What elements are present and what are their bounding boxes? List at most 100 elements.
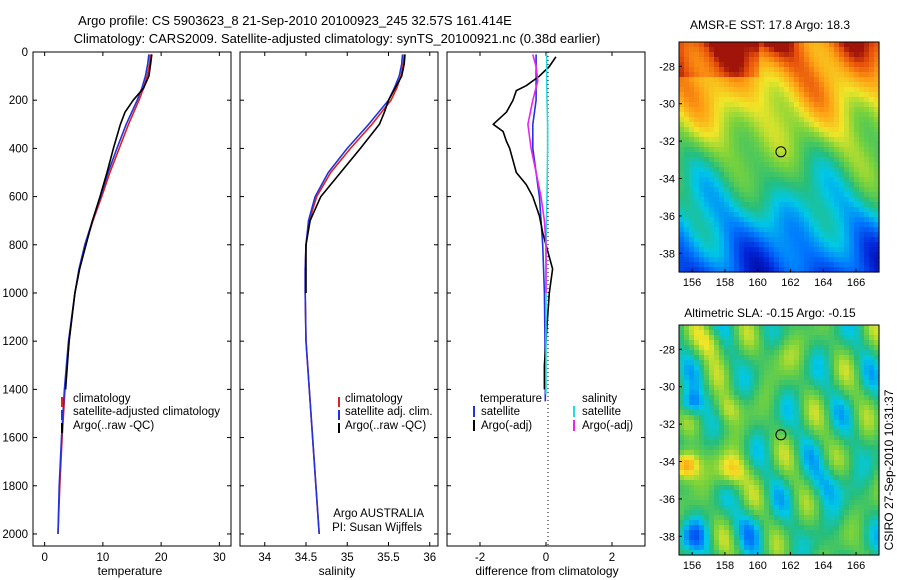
map-cell bbox=[729, 340, 735, 346]
map-cell bbox=[849, 122, 855, 128]
map-cell bbox=[799, 257, 805, 263]
map-cell bbox=[714, 97, 720, 103]
map-cell bbox=[779, 112, 785, 118]
map-cell bbox=[859, 102, 865, 108]
map-cell bbox=[784, 435, 790, 441]
map-cell bbox=[704, 197, 710, 203]
map-cell bbox=[849, 77, 855, 83]
map-cell bbox=[824, 57, 830, 63]
map-cell bbox=[714, 475, 720, 481]
map-cell bbox=[859, 365, 865, 371]
map-cell bbox=[859, 172, 865, 178]
map-cell bbox=[789, 237, 795, 243]
map-cell bbox=[864, 345, 870, 351]
map-cell bbox=[849, 380, 855, 386]
map-cell bbox=[819, 395, 825, 401]
map-cell bbox=[829, 232, 835, 238]
map-cell bbox=[874, 207, 880, 213]
map-cell bbox=[839, 82, 845, 88]
map-cell bbox=[804, 370, 810, 376]
map-cell bbox=[809, 102, 815, 108]
map-cell bbox=[744, 132, 750, 138]
map-cell bbox=[739, 475, 745, 481]
map-cell bbox=[729, 495, 735, 501]
map-cell bbox=[704, 500, 710, 506]
map-cell bbox=[769, 480, 775, 486]
map-cell bbox=[839, 445, 845, 451]
map-cell bbox=[749, 345, 755, 351]
map-cell bbox=[754, 87, 760, 93]
map-cell bbox=[849, 510, 855, 516]
map-cell bbox=[754, 77, 760, 83]
map-cell bbox=[874, 465, 880, 471]
map-ytick-label: -38 bbox=[659, 248, 675, 260]
map-cell bbox=[739, 440, 745, 446]
map-cell bbox=[819, 157, 825, 163]
map-cell bbox=[874, 345, 880, 351]
map-cell bbox=[874, 152, 880, 158]
map-cell bbox=[719, 455, 725, 461]
map-cell bbox=[839, 147, 845, 153]
map-cell bbox=[729, 42, 735, 48]
map-cell bbox=[844, 325, 850, 331]
map-cell bbox=[719, 267, 725, 273]
map-cell bbox=[699, 345, 705, 351]
map-cell bbox=[804, 172, 810, 178]
map-cell bbox=[819, 405, 825, 411]
map-cell bbox=[719, 350, 725, 356]
map-cell bbox=[859, 515, 865, 521]
map-cell bbox=[704, 445, 710, 451]
map-cell bbox=[814, 232, 820, 238]
map-cell bbox=[729, 87, 735, 93]
map-cell bbox=[779, 252, 785, 258]
map-cell bbox=[789, 222, 795, 228]
map-cell bbox=[799, 57, 805, 63]
map-cell bbox=[769, 545, 775, 551]
map-cell bbox=[749, 142, 755, 148]
map-cell bbox=[709, 152, 715, 158]
map-cell bbox=[819, 365, 825, 371]
map-cell bbox=[759, 390, 765, 396]
map-cell bbox=[849, 97, 855, 103]
map-cell bbox=[704, 247, 710, 253]
map-cell bbox=[764, 505, 770, 511]
map-ytick-label: -30 bbox=[659, 99, 675, 111]
map-cell bbox=[689, 127, 695, 133]
map-cell bbox=[834, 82, 840, 88]
map-cell bbox=[764, 395, 770, 401]
map-cell bbox=[734, 450, 740, 456]
map-cell bbox=[709, 122, 715, 128]
map-cell bbox=[834, 137, 840, 143]
map-cell bbox=[814, 42, 820, 48]
map-cell bbox=[759, 430, 765, 436]
map-cell bbox=[704, 62, 710, 68]
map-cell bbox=[854, 495, 860, 501]
map-cell bbox=[814, 425, 820, 431]
map-cell bbox=[844, 435, 850, 441]
map-cell bbox=[844, 425, 850, 431]
map-cell bbox=[819, 192, 825, 198]
map-cell bbox=[804, 440, 810, 446]
map-cell bbox=[704, 132, 710, 138]
map-cell bbox=[839, 340, 845, 346]
map-cell bbox=[704, 82, 710, 88]
map-cell bbox=[679, 87, 685, 93]
map-cell bbox=[689, 530, 695, 536]
map-cell bbox=[849, 430, 855, 436]
map-cell bbox=[824, 82, 830, 88]
map-cell bbox=[864, 550, 870, 556]
map-cell bbox=[719, 340, 725, 346]
map-cell bbox=[809, 335, 815, 341]
map-cell bbox=[799, 330, 805, 336]
map-cell bbox=[704, 375, 710, 381]
map-cell bbox=[729, 535, 735, 541]
map-cell bbox=[744, 192, 750, 198]
map-cell bbox=[824, 390, 830, 396]
map-cell bbox=[809, 97, 815, 103]
map-cell bbox=[839, 395, 845, 401]
map-cell bbox=[714, 460, 720, 466]
map-cell bbox=[844, 400, 850, 406]
map-cell bbox=[869, 530, 875, 536]
map-cell bbox=[854, 82, 860, 88]
